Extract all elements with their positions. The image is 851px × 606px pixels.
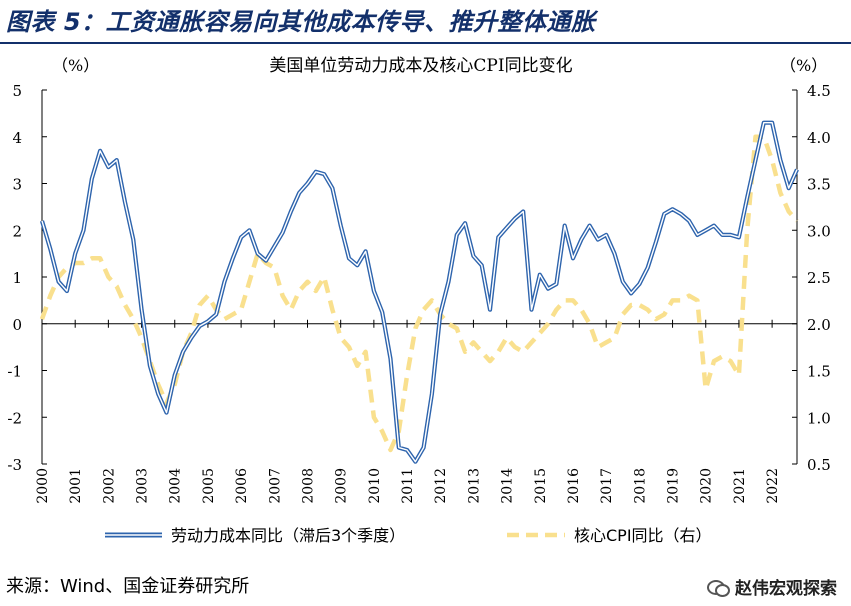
series-labor-cost — [39, 120, 799, 464]
x-tick-label: 2000 — [35, 468, 51, 504]
right-axis-unit: （%） — [780, 56, 827, 75]
title-rule — [0, 42, 851, 44]
left-tick-label: 0 — [12, 316, 22, 334]
x-tick-label: 2016 — [566, 468, 582, 504]
x-tick-label: 2014 — [500, 468, 516, 504]
series-core-cpi — [39, 134, 799, 453]
right-tick-label: 3.0 — [807, 222, 831, 240]
x-tick-label: 2002 — [101, 468, 117, 504]
left-tick-label: 5 — [12, 82, 22, 100]
x-tick-label: 2018 — [632, 468, 648, 504]
x-tick-label: 2008 — [300, 468, 316, 504]
left-tick-label: 4 — [12, 129, 22, 147]
left-tick-label: -3 — [7, 456, 22, 474]
x-tick-label: 2017 — [599, 468, 615, 504]
x-tick-label: 2021 — [732, 468, 748, 504]
right-tick-label: 3.5 — [807, 176, 831, 194]
x-tick-label: 2005 — [201, 468, 217, 504]
x-tick-label: 2022 — [765, 468, 781, 504]
x-tick-label: 2013 — [466, 468, 482, 504]
x-tick-label: 2009 — [334, 468, 350, 504]
labor-cost-line-outer — [39, 120, 799, 464]
x-tick-label: 2007 — [267, 468, 283, 504]
line-chart: 美国单位劳动力成本及核心CPI同比变化 （%） （%） 5 4 3 2 1 0 -1 -2 -3… — [7, 56, 830, 545]
right-tick-label: 0.5 — [807, 456, 831, 474]
right-tick-label: 2.5 — [807, 269, 831, 287]
x-tick-label: 2004 — [168, 468, 184, 504]
left-axis-unit: （%） — [52, 56, 99, 75]
right-tick-label: 1.0 — [807, 409, 831, 427]
right-tick-label: 2.0 — [807, 316, 831, 334]
x-tick-label: 2001 — [68, 468, 84, 504]
source-note: 来源：Wind、国金证券研究所 — [6, 576, 250, 597]
figure-title: 图表 5：工资通胀容易向其他成本传导、推升整体通胀 — [6, 8, 596, 36]
legend: 劳动力成本同比（滞后3个季度） 核心CPI同比（右） — [105, 526, 712, 545]
x-tick-label: 2011 — [400, 468, 416, 504]
left-tick-label: 3 — [12, 176, 22, 194]
right-tick-label: 4.0 — [807, 129, 831, 147]
labor-cost-line-inner — [41, 121, 798, 463]
wechat-icon — [707, 578, 730, 597]
core-cpi-line — [39, 134, 799, 453]
x-tick-label: 2015 — [533, 468, 549, 504]
legend-label-labor-cost: 劳动力成本同比（滞后3个季度） — [171, 526, 405, 545]
x-tick-label: 2010 — [367, 468, 383, 504]
x-tick-label: 2019 — [666, 468, 682, 504]
chart-title: 美国单位劳动力成本及核心CPI同比变化 — [269, 56, 572, 76]
left-tick-label: 2 — [12, 222, 22, 240]
x-tick-label: 2003 — [135, 468, 151, 504]
left-tick-label: 1 — [12, 269, 22, 287]
left-tick-label: -2 — [7, 409, 22, 427]
right-tick-label: 1.5 — [807, 363, 831, 381]
x-tick-label: 2020 — [699, 468, 715, 504]
right-tick-label: 4.5 — [807, 82, 831, 100]
x-tick-label: 2012 — [433, 468, 449, 504]
brand-watermark: 赵伟宏观探索 — [707, 574, 837, 599]
axes: 5 4 3 2 1 0 -1 -2 -3 4.5 4.0 3.5 3.0 2.5 2.0 1.5 1.0 0.5 2… — [7, 82, 830, 504]
legend-label-core-cpi: 核心CPI同比（右） — [574, 526, 712, 545]
left-tick-label: -1 — [7, 363, 22, 381]
x-tick-label: 2006 — [234, 468, 250, 504]
brand-label: 赵伟宏观探索 — [735, 579, 837, 599]
